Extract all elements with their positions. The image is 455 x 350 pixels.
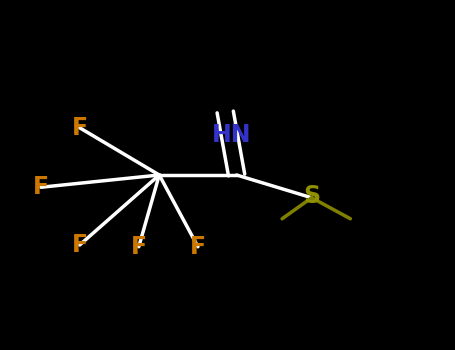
Text: F: F bbox=[190, 235, 206, 259]
Text: F: F bbox=[71, 116, 88, 140]
Text: HN: HN bbox=[212, 122, 252, 147]
Text: F: F bbox=[33, 175, 49, 199]
Text: F: F bbox=[131, 235, 147, 259]
Text: S: S bbox=[303, 184, 320, 208]
Text: F: F bbox=[71, 233, 88, 257]
